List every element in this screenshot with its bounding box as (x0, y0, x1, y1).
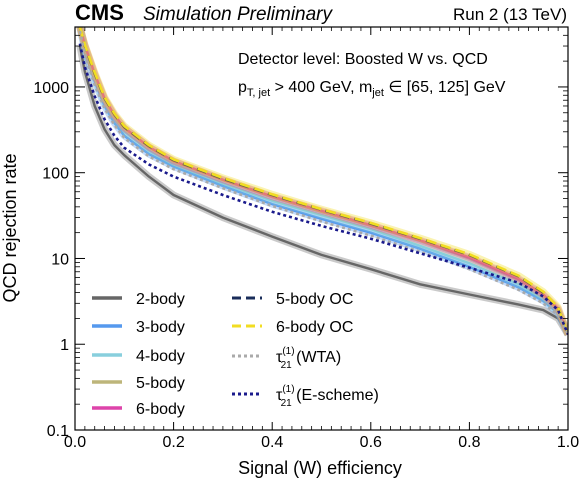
legend-tau-rest: (WTA) (292, 349, 341, 366)
legend-label-1: 3-body (136, 319, 185, 336)
annotation-line2: pT, jet > 400 GeV, mjet ∈ [65, 125] GeV (238, 79, 506, 99)
x-axis-label: Signal (W) efficiency (238, 458, 402, 478)
x-tick-label: 0.4 (261, 434, 283, 451)
legend-label-5: 5-body OC (276, 291, 353, 308)
legend-tau-sub: 21 (281, 360, 293, 371)
legend-label-7: τ(1) 21 (WTA) (276, 346, 341, 371)
legend-tau-sup: (1) (282, 384, 294, 395)
legend-tau: τ (276, 387, 283, 404)
simulation-preliminary-label: Simulation Preliminary (143, 4, 334, 25)
annotation-cut: > 400 GeV, m (270, 79, 372, 96)
x-tick-label: 0.6 (360, 434, 382, 451)
y-tick-label: 10 (51, 251, 69, 268)
annotation-line1: Detector level: Boosted W vs. QCD (238, 51, 488, 68)
legend-label-6: 6-body OC (276, 319, 353, 336)
series-layer (76, 27, 568, 337)
legend: 2-body 3-body 4-body 5-body 6-body 5-body OC 6… (92, 291, 379, 418)
x-tick-label: 0.2 (162, 434, 184, 451)
series-line-0 (78, 45, 568, 336)
cms-label: CMS (75, 0, 124, 25)
series-line-7 (78, 30, 568, 336)
legend-label-3: 5-body (136, 375, 185, 392)
legend-tau-rest: (E-scheme) (292, 387, 379, 404)
legend-tau-sup: (1) (282, 346, 294, 357)
y-tick-label: 1 (60, 337, 69, 354)
annotation-pt-sub: T, jet (247, 87, 270, 99)
x-tick-label: 0.8 (458, 434, 480, 451)
x-tick-label: 1.0 (557, 434, 579, 451)
tick-layer: 0.0 0.2 0.4 0.6 0.8 1.0 0.1 1 10 100 1000 (33, 26, 579, 451)
annotation-m-sub: jet (371, 87, 384, 99)
y-tick-label: 100 (42, 166, 69, 183)
legend-label-2: 4-body (136, 348, 185, 365)
y-axis-label: QCD rejection rate (0, 153, 20, 302)
legend-label-4: 6-body (136, 401, 185, 418)
run-label: Run 2 (13 TeV) (453, 5, 567, 24)
series-line-2 (78, 27, 568, 335)
annotation-range: ∈ [65, 125] GeV (384, 79, 506, 96)
legend-label-8: τ(1) 21 (E-scheme) (276, 384, 379, 409)
y-tick-label: 1000 (33, 80, 69, 97)
legend-tau: τ (276, 349, 283, 366)
y-tick-label: 0.1 (47, 423, 69, 440)
annotation-pt: p (238, 79, 247, 96)
legend-label-0: 2-body (136, 291, 185, 308)
legend-tau-sub: 21 (281, 398, 293, 409)
x-tick-label: 0.0 (64, 434, 86, 451)
series-line-6 (78, 27, 568, 335)
